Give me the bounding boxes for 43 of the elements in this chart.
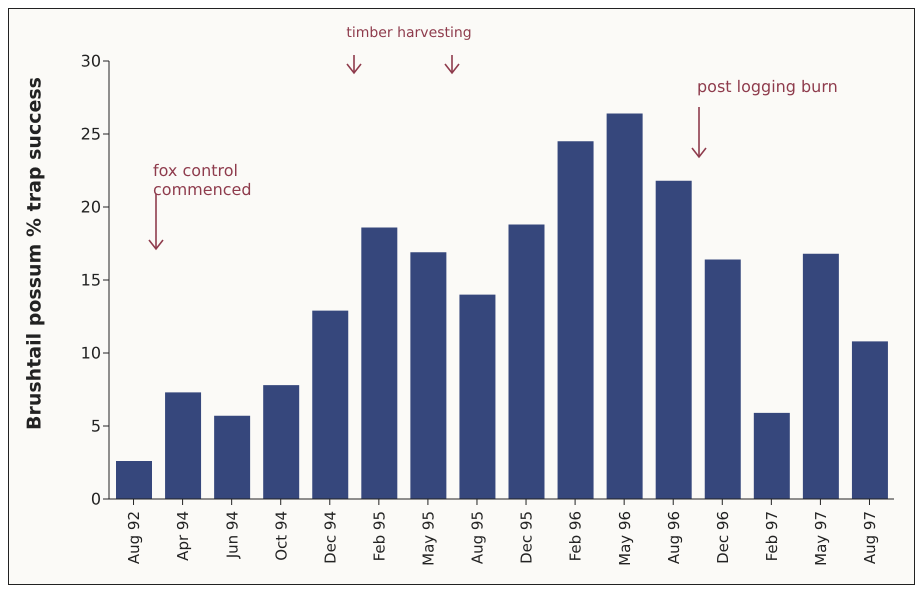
y-axis-title: Brushtail possum % trap success [24, 77, 46, 430]
y-tick-label: 20 [80, 198, 101, 217]
x-tick-label: Aug 96 [664, 511, 683, 564]
annotation: post logging burn [697, 77, 839, 96]
x-tick-label: May 97 [812, 511, 830, 566]
bar [361, 227, 398, 499]
x-tick-label: Feb 97 [762, 511, 781, 562]
bar [754, 412, 790, 499]
y-tick-label: 25 [80, 124, 101, 144]
x-tick-label: Dec 96 [714, 511, 732, 564]
x-tick-label: Aug 92 [125, 511, 144, 564]
y-tick-label: 30 [80, 52, 101, 71]
bar [214, 416, 250, 499]
bar [165, 392, 202, 499]
x-tick-label: Dec 94 [321, 511, 340, 564]
y-tick-label: 0 [90, 490, 101, 509]
bar [656, 180, 692, 499]
bar [410, 252, 446, 499]
x-tick-label: Dec 95 [518, 511, 536, 564]
y-tick-label: 15 [80, 270, 101, 290]
y-tick-label: 5 [90, 416, 101, 436]
text: timber harvesting [345, 25, 473, 41]
bar [312, 310, 348, 499]
bar [802, 254, 839, 499]
x-tick-label: Feb 96 [566, 511, 585, 562]
x-tick-label: Aug 95 [468, 511, 487, 564]
bar [606, 114, 643, 499]
x-tick-label: Jun 94 [223, 511, 242, 560]
y-tick-label: 10 [80, 344, 101, 363]
bar [116, 461, 152, 499]
bar [508, 224, 544, 499]
bar [852, 341, 888, 499]
x-tick-label: Aug 97 [861, 511, 880, 564]
annotation: fox control commenced [153, 161, 253, 199]
bar [704, 260, 741, 499]
x-tick-label: Feb 95 [370, 511, 388, 562]
bar [263, 385, 300, 499]
x-tick-label: Apr 94 [174, 511, 192, 561]
bar [558, 141, 594, 499]
x-tick-label: May 95 [420, 511, 438, 566]
bar [459, 294, 496, 499]
x-tick-label: Oct 94 [272, 511, 290, 561]
x-tick-label: May 96 [616, 511, 634, 566]
